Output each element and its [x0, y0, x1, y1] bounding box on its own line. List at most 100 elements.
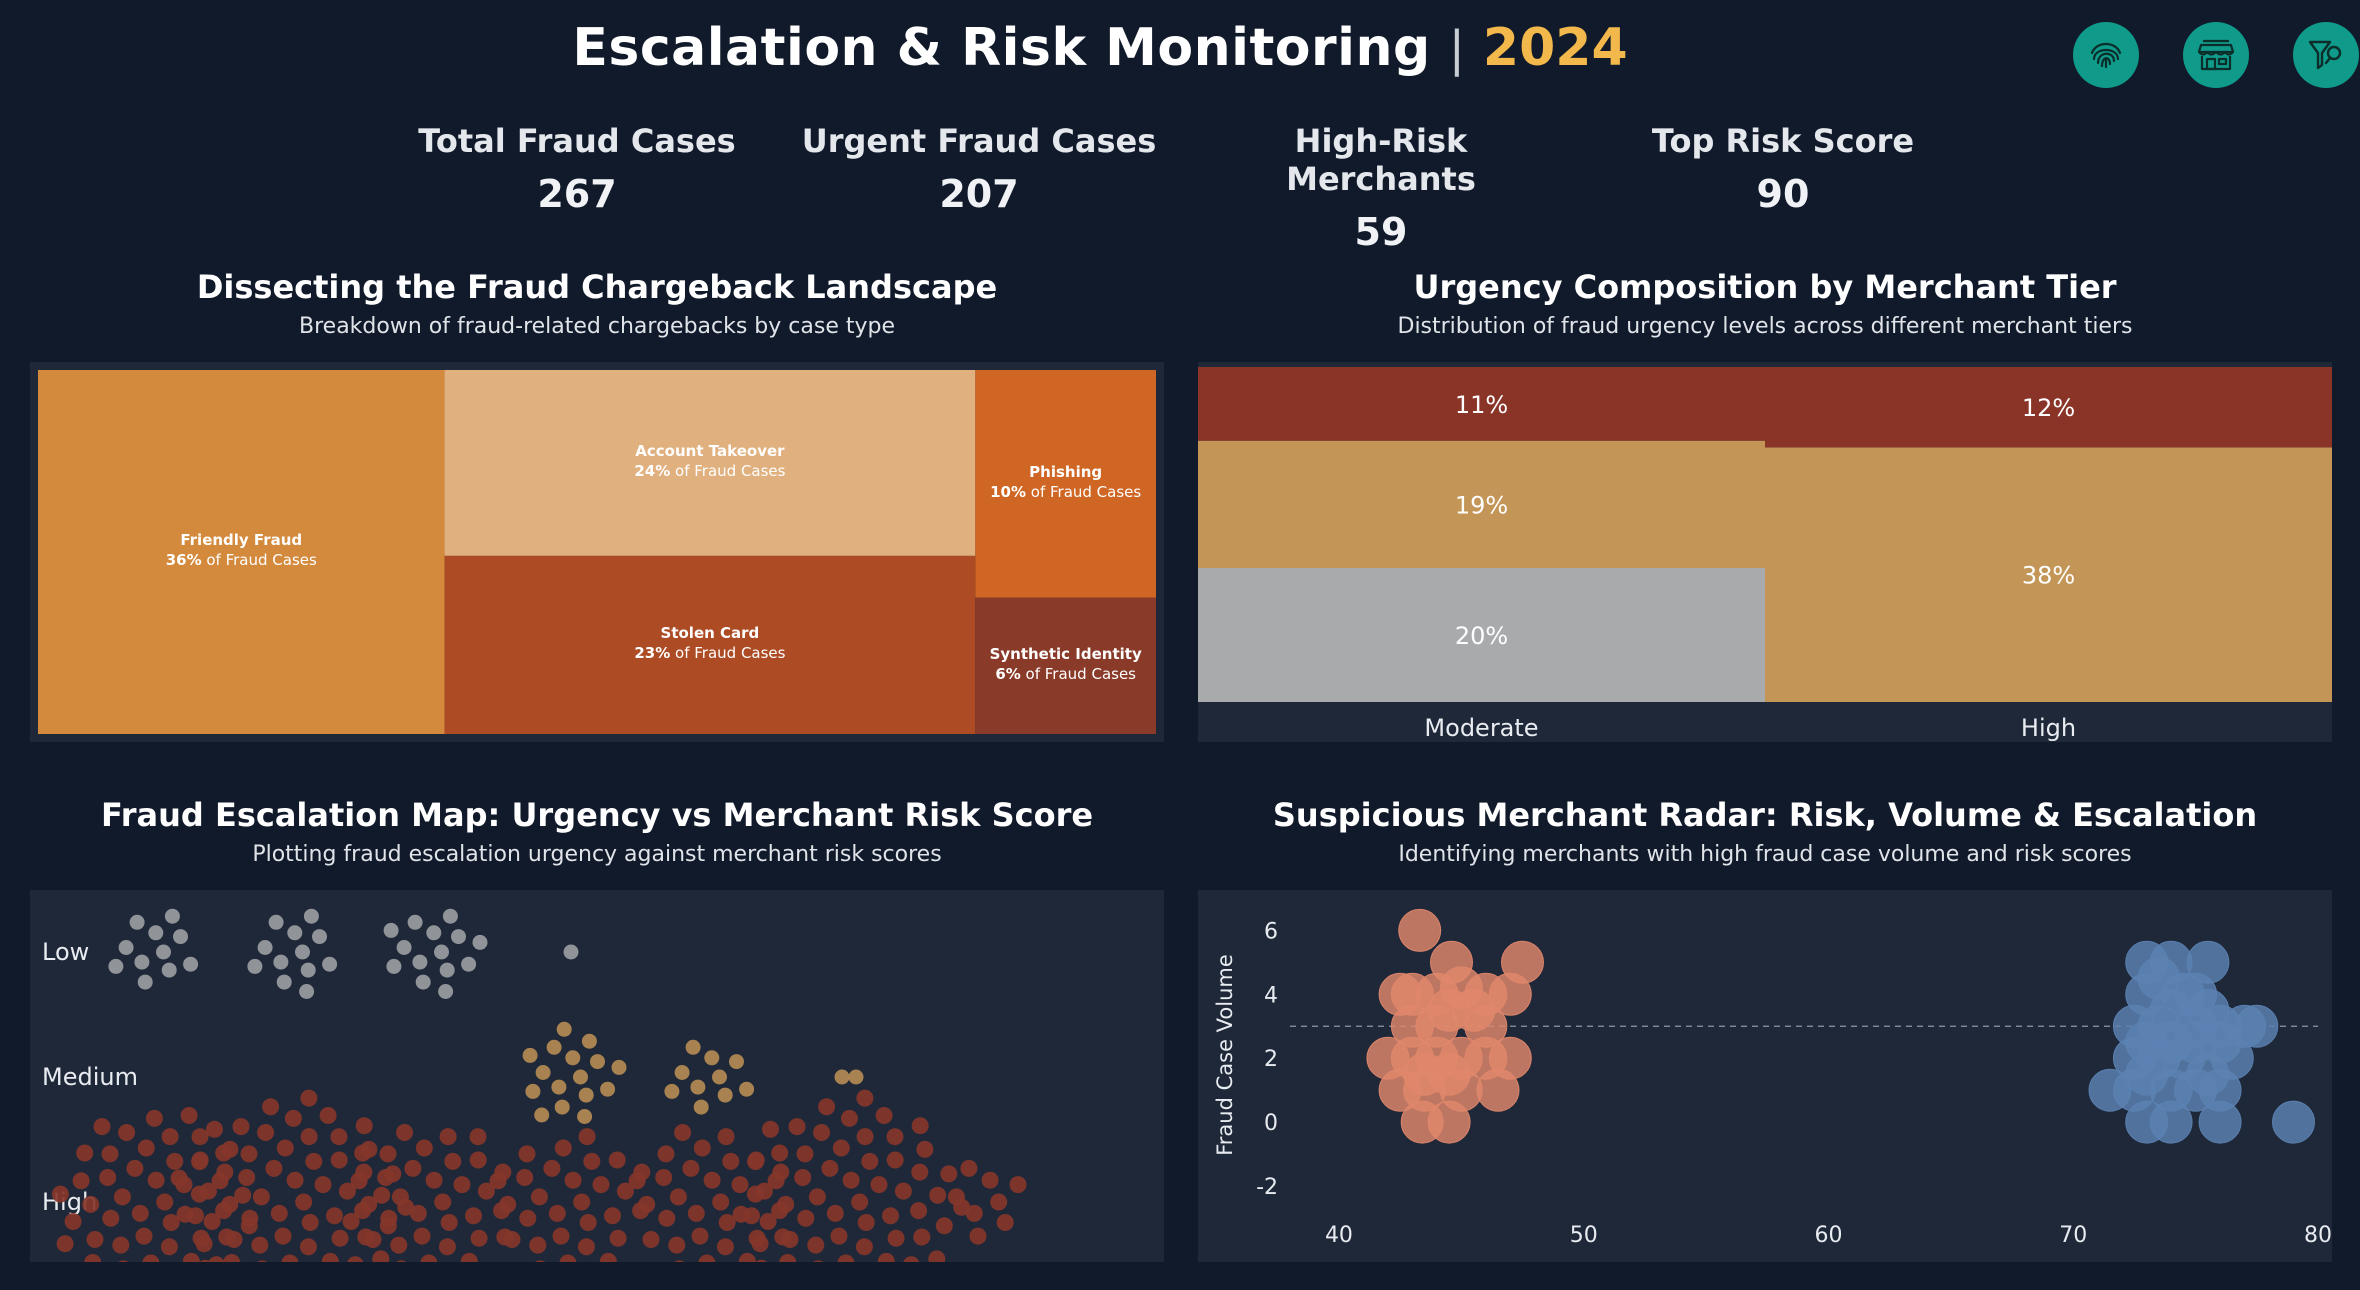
swarm-point[interactable]: [668, 1236, 686, 1254]
swarm-point[interactable]: [180, 1107, 198, 1124]
swarm-point[interactable]: [412, 954, 428, 970]
swarm-point[interactable]: [947, 1188, 965, 1206]
swarm-point[interactable]: [469, 1151, 487, 1169]
swarm-point[interactable]: [330, 1128, 348, 1146]
swarm-point[interactable]: [577, 1238, 595, 1256]
swarm-point[interactable]: [438, 984, 454, 999]
swarm-point[interactable]: [114, 1260, 132, 1278]
swarm-point[interactable]: [390, 1236, 408, 1254]
swarm-point[interactable]: [592, 1176, 610, 1194]
swarm-point[interactable]: [377, 1169, 395, 1186]
swarm-point[interactable]: [767, 1172, 785, 1190]
swarm-point[interactable]: [331, 1229, 349, 1247]
swarm-point[interactable]: [342, 1213, 360, 1230]
swarm-point[interactable]: [413, 1227, 431, 1245]
swarm-point[interactable]: [135, 1227, 153, 1245]
swarm-point[interactable]: [731, 1176, 749, 1194]
scatter-point[interactable]: [2198, 1100, 2242, 1144]
swarm-point[interactable]: [354, 1144, 372, 1162]
swarm-point[interactable]: [326, 1207, 343, 1225]
swarm-point[interactable]: [674, 1065, 690, 1080]
swarm-point[interactable]: [64, 1213, 82, 1230]
swarm-point[interactable]: [379, 1145, 397, 1163]
swarm-point[interactable]: [503, 1231, 521, 1248]
swarm-point[interactable]: [551, 1079, 567, 1095]
swarm-point[interactable]: [299, 984, 315, 999]
swarm-point[interactable]: [420, 1254, 438, 1272]
swarm-point[interactable]: [578, 1087, 594, 1103]
swarm-point[interactable]: [415, 974, 431, 990]
swarm-point[interactable]: [894, 1182, 912, 1200]
swarm-point[interactable]: [929, 1186, 947, 1204]
swarm-point[interactable]: [716, 1238, 734, 1256]
swarm-point[interactable]: [301, 1214, 319, 1231]
swarm-point[interactable]: [284, 1109, 302, 1127]
swarm-point[interactable]: [875, 1107, 893, 1124]
swarm-point[interactable]: [276, 974, 292, 990]
swarm-point[interactable]: [234, 1186, 252, 1204]
swarm-point[interactable]: [425, 1171, 443, 1189]
swarm-point[interactable]: [391, 1188, 409, 1206]
swarm-point[interactable]: [303, 908, 319, 924]
swarm-point[interactable]: [273, 954, 289, 970]
swarm-point[interactable]: [113, 1188, 131, 1206]
swarm-point[interactable]: [911, 1117, 929, 1135]
swarm-point[interactable]: [444, 1152, 462, 1170]
swarm-point[interactable]: [350, 1172, 368, 1190]
swarm-point[interactable]: [465, 1207, 482, 1225]
swarm-point[interactable]: [940, 1165, 958, 1183]
swarm-point[interactable]: [102, 1209, 120, 1227]
swarm-point[interactable]: [173, 929, 188, 945]
scatter-point[interactable]: [1427, 1100, 1471, 1144]
swarm-point[interactable]: [965, 1204, 983, 1222]
swarm-point[interactable]: [732, 1205, 750, 1223]
swarm-point[interactable]: [156, 1193, 174, 1211]
swarm-point[interactable]: [257, 940, 273, 955]
swarm-point[interactable]: [611, 1059, 627, 1075]
swarm-point[interactable]: [762, 1120, 779, 1138]
swarm-point[interactable]: [386, 958, 402, 974]
swarm-point[interactable]: [137, 1139, 155, 1157]
swarm-point[interactable]: [247, 958, 263, 974]
swarm-point[interactable]: [355, 1117, 373, 1135]
swarm-point[interactable]: [554, 1139, 572, 1157]
swarm-point[interactable]: [990, 1193, 1008, 1211]
swarm-point[interactable]: [321, 1252, 339, 1270]
swarm-point[interactable]: [548, 1204, 566, 1222]
scatter-point[interactable]: [2235, 1004, 2279, 1048]
swarm-point[interactable]: [910, 1202, 928, 1220]
swarm-point[interactable]: [821, 1159, 839, 1177]
swarm-point[interactable]: [657, 1145, 675, 1163]
swarm-point[interactable]: [583, 1152, 601, 1170]
swarm-point[interactable]: [472, 934, 488, 950]
swarm-point[interactable]: [56, 1235, 74, 1253]
swarm-point[interactable]: [129, 914, 145, 930]
swarm-point[interactable]: [238, 1169, 256, 1186]
swarm-point[interactable]: [270, 1204, 288, 1222]
swarm-point[interactable]: [911, 1163, 929, 1181]
swarm-point[interactable]: [777, 1195, 795, 1213]
swarm-point[interactable]: [840, 1109, 858, 1127]
swarm-point[interactable]: [658, 1209, 676, 1227]
swarm-point[interactable]: [166, 1152, 184, 1170]
stacked-segment[interactable]: [1765, 447, 2332, 702]
swarm-point[interactable]: [759, 1213, 777, 1230]
swarm-point[interactable]: [252, 1188, 270, 1206]
swarm-point[interactable]: [322, 956, 338, 972]
swarm-point[interactable]: [453, 1176, 471, 1194]
swarm-point[interactable]: [578, 1128, 596, 1146]
swarm-point[interactable]: [451, 929, 466, 945]
swarm-point[interactable]: [981, 1171, 999, 1189]
swarm-point[interactable]: [460, 1252, 478, 1270]
swarm-point[interactable]: [477, 1182, 495, 1200]
swarm-point[interactable]: [604, 1207, 621, 1225]
swarm-point[interactable]: [281, 1254, 299, 1272]
swarm-point[interactable]: [628, 1172, 646, 1190]
swarm-point[interactable]: [554, 1099, 570, 1115]
stacked-segment[interactable]: [1198, 367, 1765, 441]
swarm-point[interactable]: [469, 1128, 487, 1146]
swarm-point[interactable]: [126, 1159, 144, 1177]
swarm-point[interactable]: [206, 1120, 223, 1138]
swarm-point[interactable]: [241, 1209, 259, 1227]
swarm-point[interactable]: [203, 1213, 221, 1230]
